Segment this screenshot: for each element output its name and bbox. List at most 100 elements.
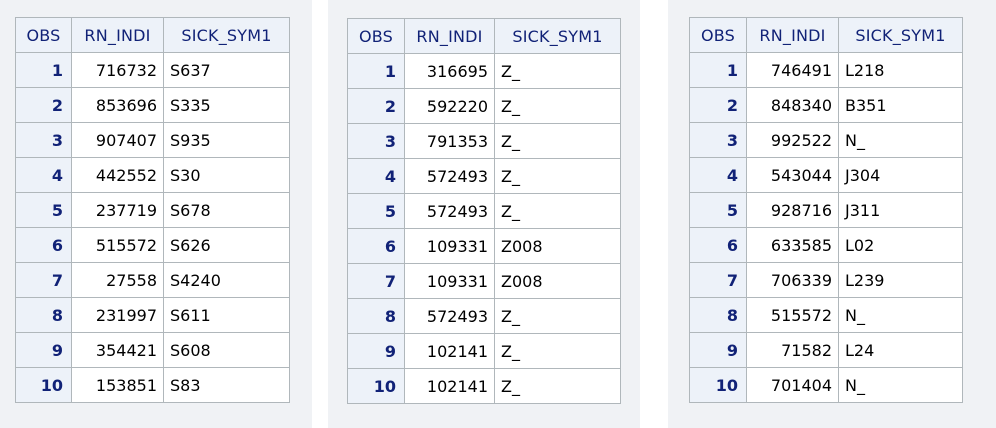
rn-indi-cell: 848340 xyxy=(746,87,839,123)
obs-cell: 2 xyxy=(347,88,405,124)
obs-cell: 9 xyxy=(689,332,747,368)
column-header-rn-indi[interactable]: RN_INDI xyxy=(746,17,839,53)
rn-indi-cell: 231997 xyxy=(71,297,164,333)
column-header-obs[interactable]: OBS xyxy=(15,17,72,53)
sick-sym1-cell: J304 xyxy=(838,157,963,193)
obs-cell: 7 xyxy=(15,262,72,298)
output-panel-1: OBS RN_INDI SICK_SYM1 1 716732 S637 2 85369… xyxy=(0,0,312,428)
obs-cell: 8 xyxy=(689,297,747,333)
header-row: OBS RN_INDI SICK_SYM1 xyxy=(15,17,290,53)
table-row: 5 237719 S678 xyxy=(15,192,290,228)
rn-indi-cell: 633585 xyxy=(746,227,839,263)
obs-cell: 7 xyxy=(689,262,747,298)
rn-indi-cell: 716732 xyxy=(71,52,164,88)
table-row: 9 71582 L24 xyxy=(689,332,963,368)
sick-sym1-cell: N_ xyxy=(838,122,963,158)
table-row: 5 572493 Z_ xyxy=(347,193,621,229)
sick-sym1-cell: N_ xyxy=(838,297,963,333)
rn-indi-cell: 706339 xyxy=(746,262,839,298)
table-row: 9 354421 S608 xyxy=(15,332,290,368)
obs-cell: 3 xyxy=(689,122,747,158)
output-panel-2: OBS RN_INDI SICK_SYM1 1 316695 Z_ 2 592220 Z… xyxy=(328,0,640,428)
sick-sym1-cell: Z_ xyxy=(494,193,621,229)
rn-indi-cell: 853696 xyxy=(71,87,164,123)
rn-indi-cell: 515572 xyxy=(746,297,839,333)
sick-sym1-cell: Z_ xyxy=(494,368,621,404)
sick-sym1-cell: L24 xyxy=(838,332,963,368)
sick-sym1-cell: L02 xyxy=(838,227,963,263)
rn-indi-cell: 746491 xyxy=(746,52,839,88)
table-row: 7 109331 Z008 xyxy=(347,263,621,299)
rn-indi-cell: 109331 xyxy=(404,228,495,264)
obs-cell: 7 xyxy=(347,263,405,299)
table-row: 10 701404 N_ xyxy=(689,367,963,403)
obs-cell: 5 xyxy=(15,192,72,228)
sick-sym1-cell: Z_ xyxy=(494,298,621,334)
sick-sym1-cell: S678 xyxy=(163,192,290,228)
obs-cell: 10 xyxy=(15,367,72,403)
sick-sym1-cell: Z008 xyxy=(494,263,621,299)
header-row: OBS RN_INDI SICK_SYM1 xyxy=(347,18,621,54)
sick-sym1-cell: S608 xyxy=(163,332,290,368)
obs-cell: 9 xyxy=(347,333,405,369)
rn-indi-cell: 791353 xyxy=(404,123,495,159)
rn-indi-cell: 316695 xyxy=(404,53,495,89)
column-header-obs[interactable]: OBS xyxy=(347,18,405,54)
table-row: 2 592220 Z_ xyxy=(347,88,621,124)
column-header-obs[interactable]: OBS xyxy=(689,17,747,53)
table-row: 6 633585 L02 xyxy=(689,227,963,263)
table-row: 2 848340 B351 xyxy=(689,87,963,123)
sick-sym1-cell: Z_ xyxy=(494,158,621,194)
rn-indi-cell: 907407 xyxy=(71,122,164,158)
rn-indi-cell: 543044 xyxy=(746,157,839,193)
table-row: 10 153851 S83 xyxy=(15,367,290,403)
table-row: 6 109331 Z008 xyxy=(347,228,621,264)
sick-sym1-cell: B351 xyxy=(838,87,963,123)
table-row: 7 706339 L239 xyxy=(689,262,963,298)
rn-indi-cell: 153851 xyxy=(71,367,164,403)
sick-sym1-cell: Z_ xyxy=(494,123,621,159)
sick-sym1-cell: Z_ xyxy=(494,333,621,369)
column-header-rn-indi[interactable]: RN_INDI xyxy=(404,18,495,54)
rn-indi-cell: 27558 xyxy=(71,262,164,298)
table-row: 8 572493 Z_ xyxy=(347,298,621,334)
obs-cell: 6 xyxy=(689,227,747,263)
results-table-1: OBS RN_INDI SICK_SYM1 1 716732 S637 2 85369… xyxy=(15,17,290,403)
sick-sym1-cell: S335 xyxy=(163,87,290,123)
column-header-sick-sym1[interactable]: SICK_SYM1 xyxy=(838,17,963,53)
table-row: 6 515572 S626 xyxy=(15,227,290,263)
sick-sym1-cell: N_ xyxy=(838,367,963,403)
obs-cell: 5 xyxy=(347,193,405,229)
rn-indi-cell: 237719 xyxy=(71,192,164,228)
column-header-sick-sym1[interactable]: SICK_SYM1 xyxy=(494,18,621,54)
rn-indi-cell: 515572 xyxy=(71,227,164,263)
sick-sym1-cell: J311 xyxy=(838,192,963,228)
obs-cell: 5 xyxy=(689,192,747,228)
obs-cell: 2 xyxy=(15,87,72,123)
obs-cell: 6 xyxy=(347,228,405,264)
rn-indi-cell: 109331 xyxy=(404,263,495,299)
obs-cell: 1 xyxy=(347,53,405,89)
sick-sym1-cell: Z_ xyxy=(494,88,621,124)
rn-indi-cell: 928716 xyxy=(746,192,839,228)
sick-sym1-cell: S30 xyxy=(163,157,290,193)
rn-indi-cell: 592220 xyxy=(404,88,495,124)
obs-cell: 9 xyxy=(15,332,72,368)
sick-sym1-cell: S83 xyxy=(163,367,290,403)
table-row: 8 515572 N_ xyxy=(689,297,963,333)
sick-sym1-cell: S637 xyxy=(163,52,290,88)
column-header-sick-sym1[interactable]: SICK_SYM1 xyxy=(163,17,290,53)
column-header-rn-indi[interactable]: RN_INDI xyxy=(71,17,164,53)
rn-indi-cell: 442552 xyxy=(71,157,164,193)
rn-indi-cell: 701404 xyxy=(746,367,839,403)
obs-cell: 10 xyxy=(347,368,405,404)
sick-sym1-cell: Z_ xyxy=(494,53,621,89)
rn-indi-cell: 354421 xyxy=(71,332,164,368)
table-row: 10 102141 Z_ xyxy=(347,368,621,404)
rn-indi-cell: 992522 xyxy=(746,122,839,158)
table-row: 4 442552 S30 xyxy=(15,157,290,193)
rn-indi-cell: 572493 xyxy=(404,158,495,194)
table-row: 5 928716 J311 xyxy=(689,192,963,228)
sick-sym1-cell: L218 xyxy=(838,52,963,88)
table-row: 3 907407 S935 xyxy=(15,122,290,158)
